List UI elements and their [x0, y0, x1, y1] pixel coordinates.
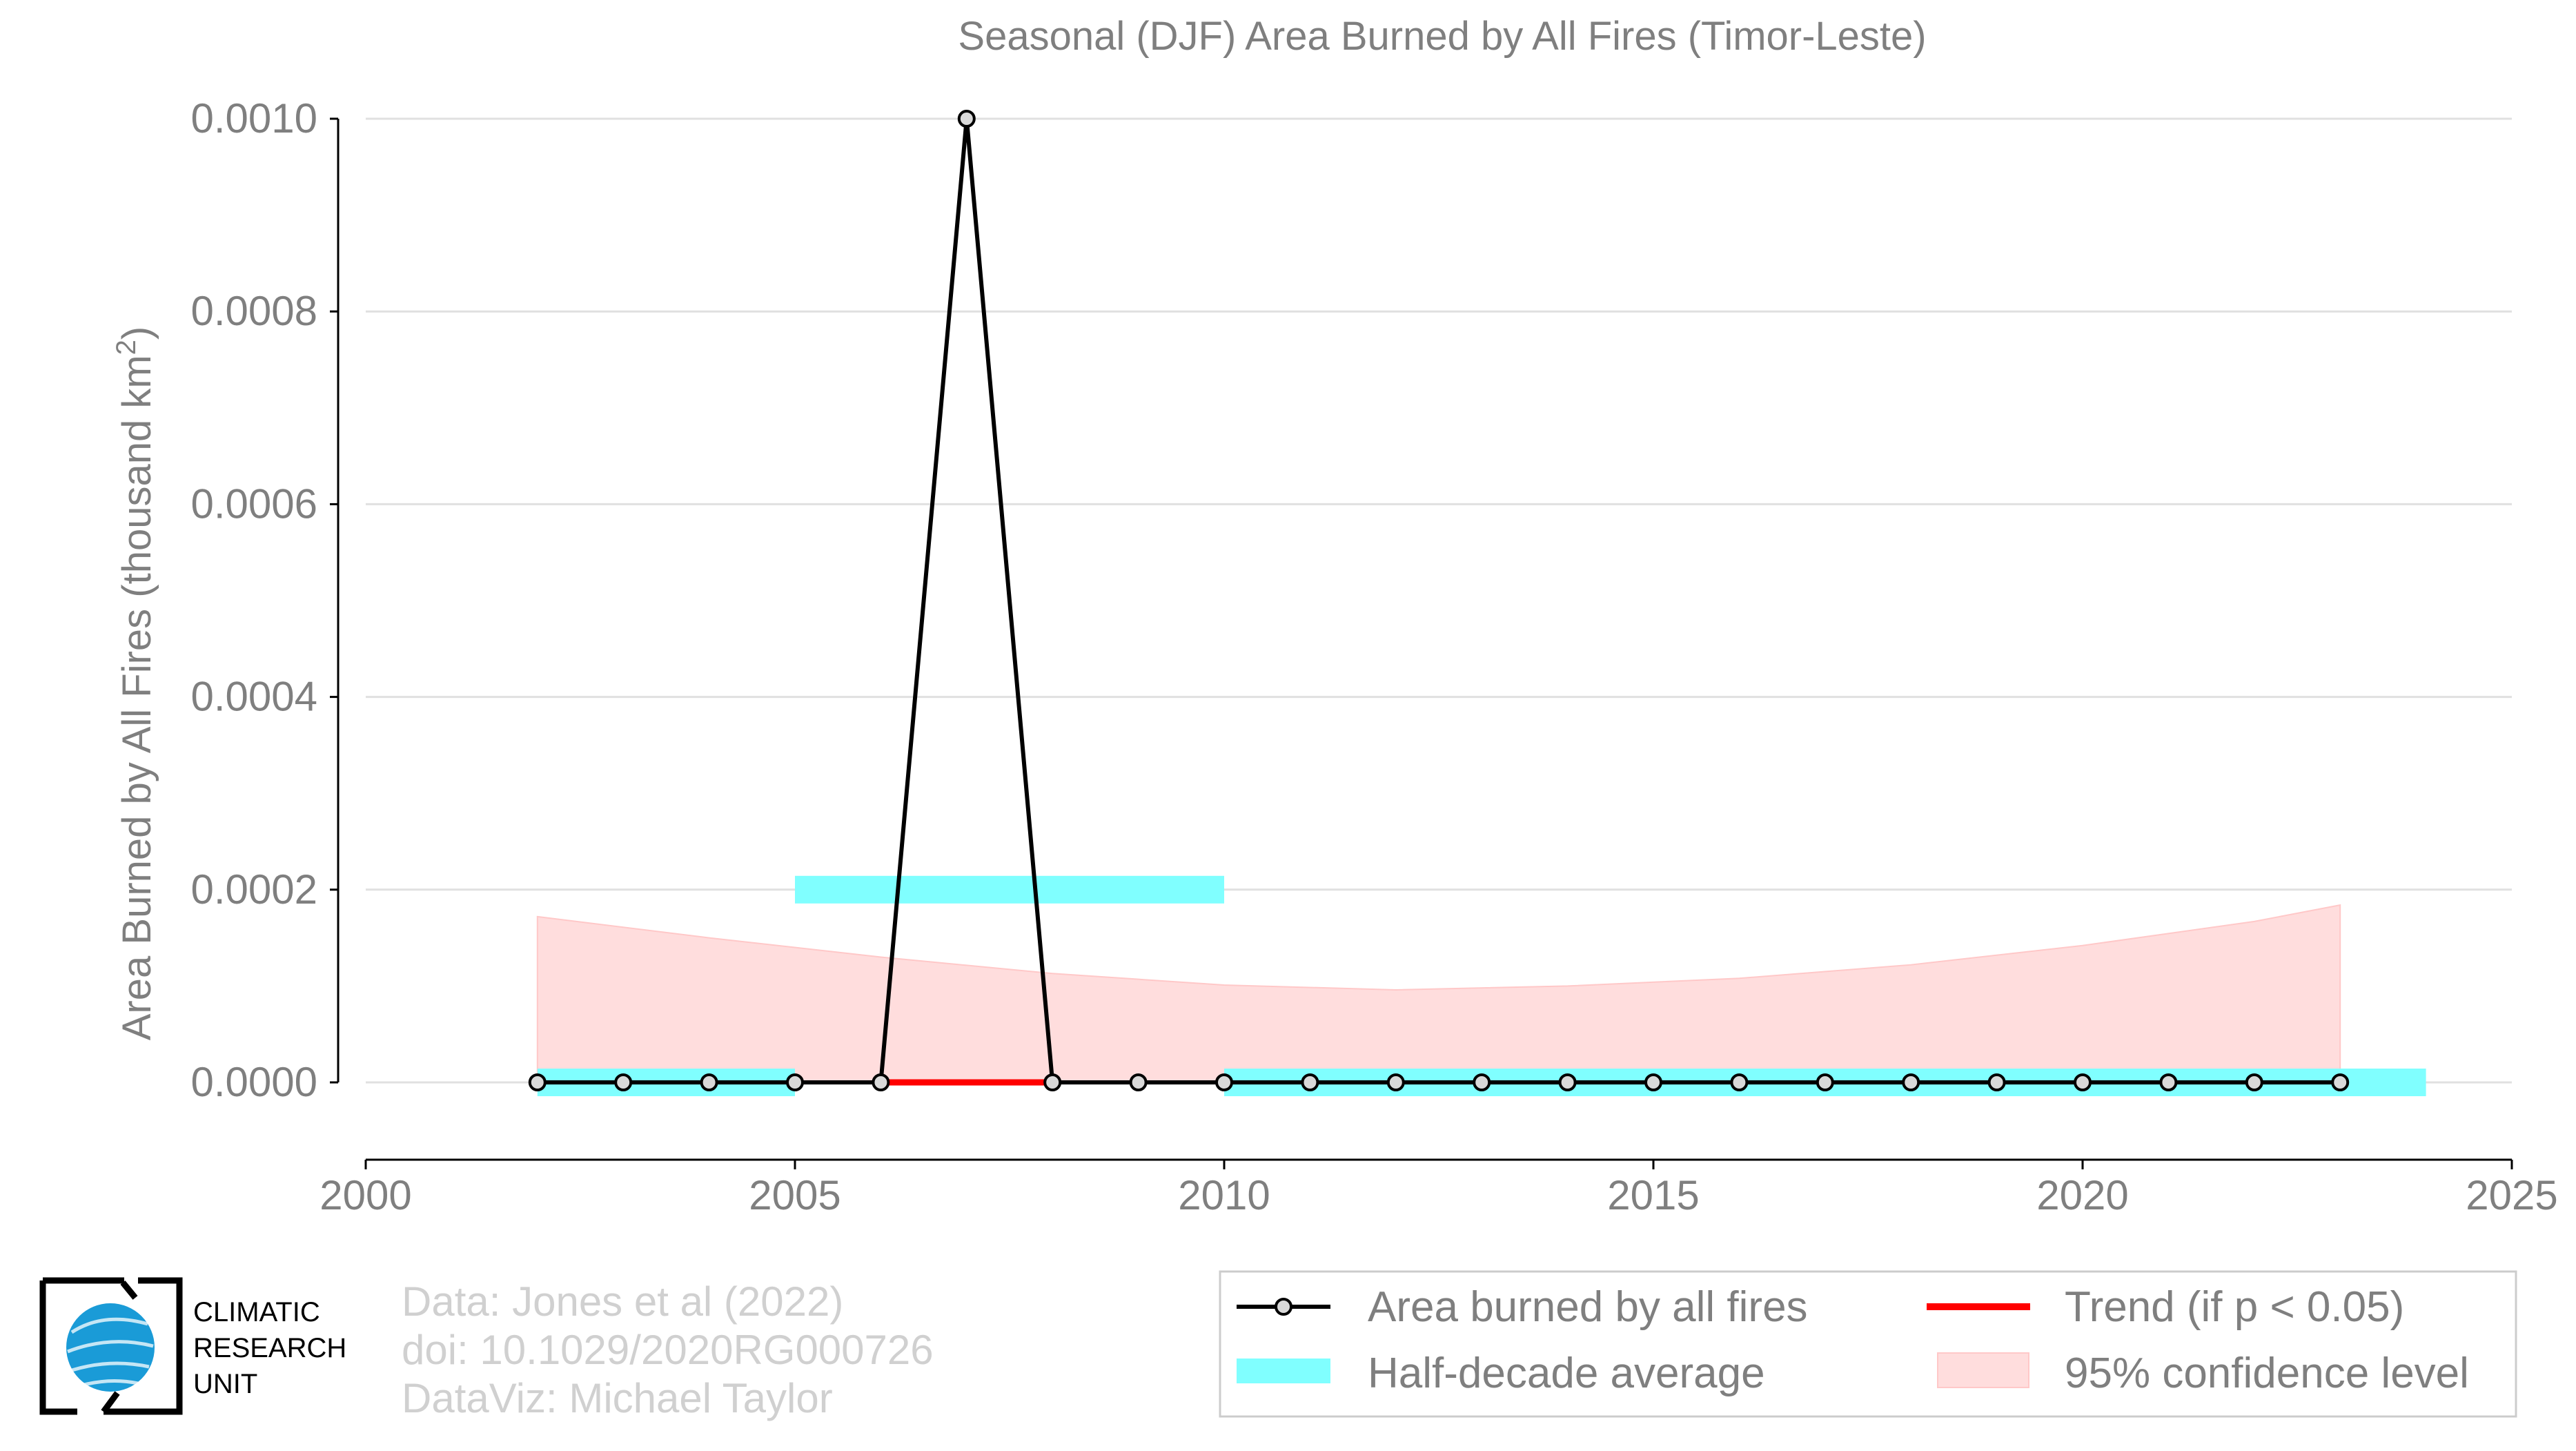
- data-point-2015: [1644, 1073, 1662, 1091]
- x-tick-label-3: 2015: [1607, 1172, 1699, 1218]
- x-tick-label-5: 2025: [2466, 1172, 2557, 1218]
- data-point-2003: [614, 1073, 633, 1091]
- data-point-2022: [2245, 1073, 2263, 1091]
- data-point-2013: [1473, 1073, 1491, 1091]
- x-tick-label-4: 2020: [2036, 1172, 2128, 1218]
- cru-logo: CLIMATIC RESEARCH UNIT: [39, 1277, 346, 1415]
- y-tick-label-3: 0.0006: [190, 480, 317, 527]
- logo-slash-bottom: [101, 1391, 120, 1414]
- legend: Area burned by all fires Trend (if p < 0…: [1219, 1270, 2517, 1418]
- legend-label-area-burned: Area burned by all fires: [1368, 1283, 1808, 1331]
- logo-bracket-right: [104, 1277, 183, 1415]
- globe-swirl: [67, 1317, 154, 1387]
- legend-swatch-confidence: [1937, 1352, 2029, 1388]
- logo-bracket-left: [39, 1277, 124, 1415]
- logo-line-3: UNIT: [193, 1369, 257, 1399]
- data-point-2023: [2331, 1073, 2350, 1091]
- data-point-2017: [1816, 1073, 1834, 1091]
- confidence-band: [536, 904, 2341, 1083]
- data-point-2009: [1129, 1073, 1148, 1091]
- data-point-2007: [957, 110, 976, 128]
- chart-title: Seasonal (DJF) Area Burned by All Fires …: [958, 14, 1926, 59]
- credit-dataviz: DataViz: Michael Taylor: [402, 1375, 833, 1421]
- half-decade-bar-1: [795, 875, 1224, 904]
- y-tick-label-2: 0.0004: [190, 674, 317, 720]
- data-point-2002: [528, 1073, 547, 1091]
- confidence-band-layer: [536, 904, 2341, 1083]
- x-tick-labels: 2000 2005 2010 2015 2020 2025: [319, 1172, 2557, 1218]
- series-line-0: [537, 118, 2341, 1084]
- data-point-2011: [1301, 1073, 1319, 1091]
- data-point-2014: [1558, 1073, 1577, 1091]
- logo-slash-top: [120, 1280, 138, 1300]
- series-layer: [528, 110, 2350, 1091]
- axes: [330, 117, 2513, 1169]
- data-point-2021: [2159, 1073, 2178, 1091]
- data-point-2016: [1730, 1073, 1749, 1091]
- data-point-2020: [2074, 1073, 2092, 1091]
- data-point-2019: [1987, 1073, 2006, 1091]
- y-tick-labels: 0.0000 0.0002 0.0004 0.0006 0.0008 0.0010: [190, 95, 317, 1105]
- data-point-2005: [786, 1073, 804, 1091]
- data-point-2010: [1215, 1073, 1233, 1091]
- y-tick-label-0: 0.0000: [190, 1059, 317, 1105]
- data-point-2006: [872, 1073, 890, 1091]
- credit-doi: doi: 10.1029/2020RG000726: [402, 1327, 934, 1373]
- x-tick-label-1: 2005: [749, 1172, 840, 1218]
- legend-label-trend: Trend (if p < 0.05): [2065, 1283, 2404, 1331]
- data-point-2018: [1902, 1073, 1920, 1091]
- legend-box: [1219, 1270, 2517, 1418]
- logo-line-2: RESEARCH: [193, 1333, 346, 1363]
- x-tick-label-0: 2000: [319, 1172, 411, 1218]
- y-tick-label-1: 0.0002: [190, 866, 317, 913]
- y-tick-label-5: 0.0010: [190, 95, 317, 142]
- data-point-2004: [700, 1073, 718, 1091]
- data-point-2012: [1386, 1073, 1405, 1091]
- x-tick-label-2: 2010: [1178, 1172, 1270, 1218]
- legend-label-half-decade: Half-decade average: [1368, 1350, 1765, 1397]
- legend-marker-area-burned: [1275, 1298, 1292, 1316]
- y-axis-label: Area Burned by All Fires (thousand km2): [111, 327, 159, 1041]
- data-point-2008: [1043, 1073, 1062, 1091]
- credit-data-source: Data: Jones et al (2022): [402, 1278, 843, 1325]
- y-tick-label-4: 0.0008: [190, 288, 317, 334]
- legend-swatch-half-decade: [1237, 1359, 1330, 1383]
- logo-line-1: CLIMATIC: [193, 1297, 320, 1327]
- legend-label-confidence: 95% confidence level: [2065, 1350, 2469, 1397]
